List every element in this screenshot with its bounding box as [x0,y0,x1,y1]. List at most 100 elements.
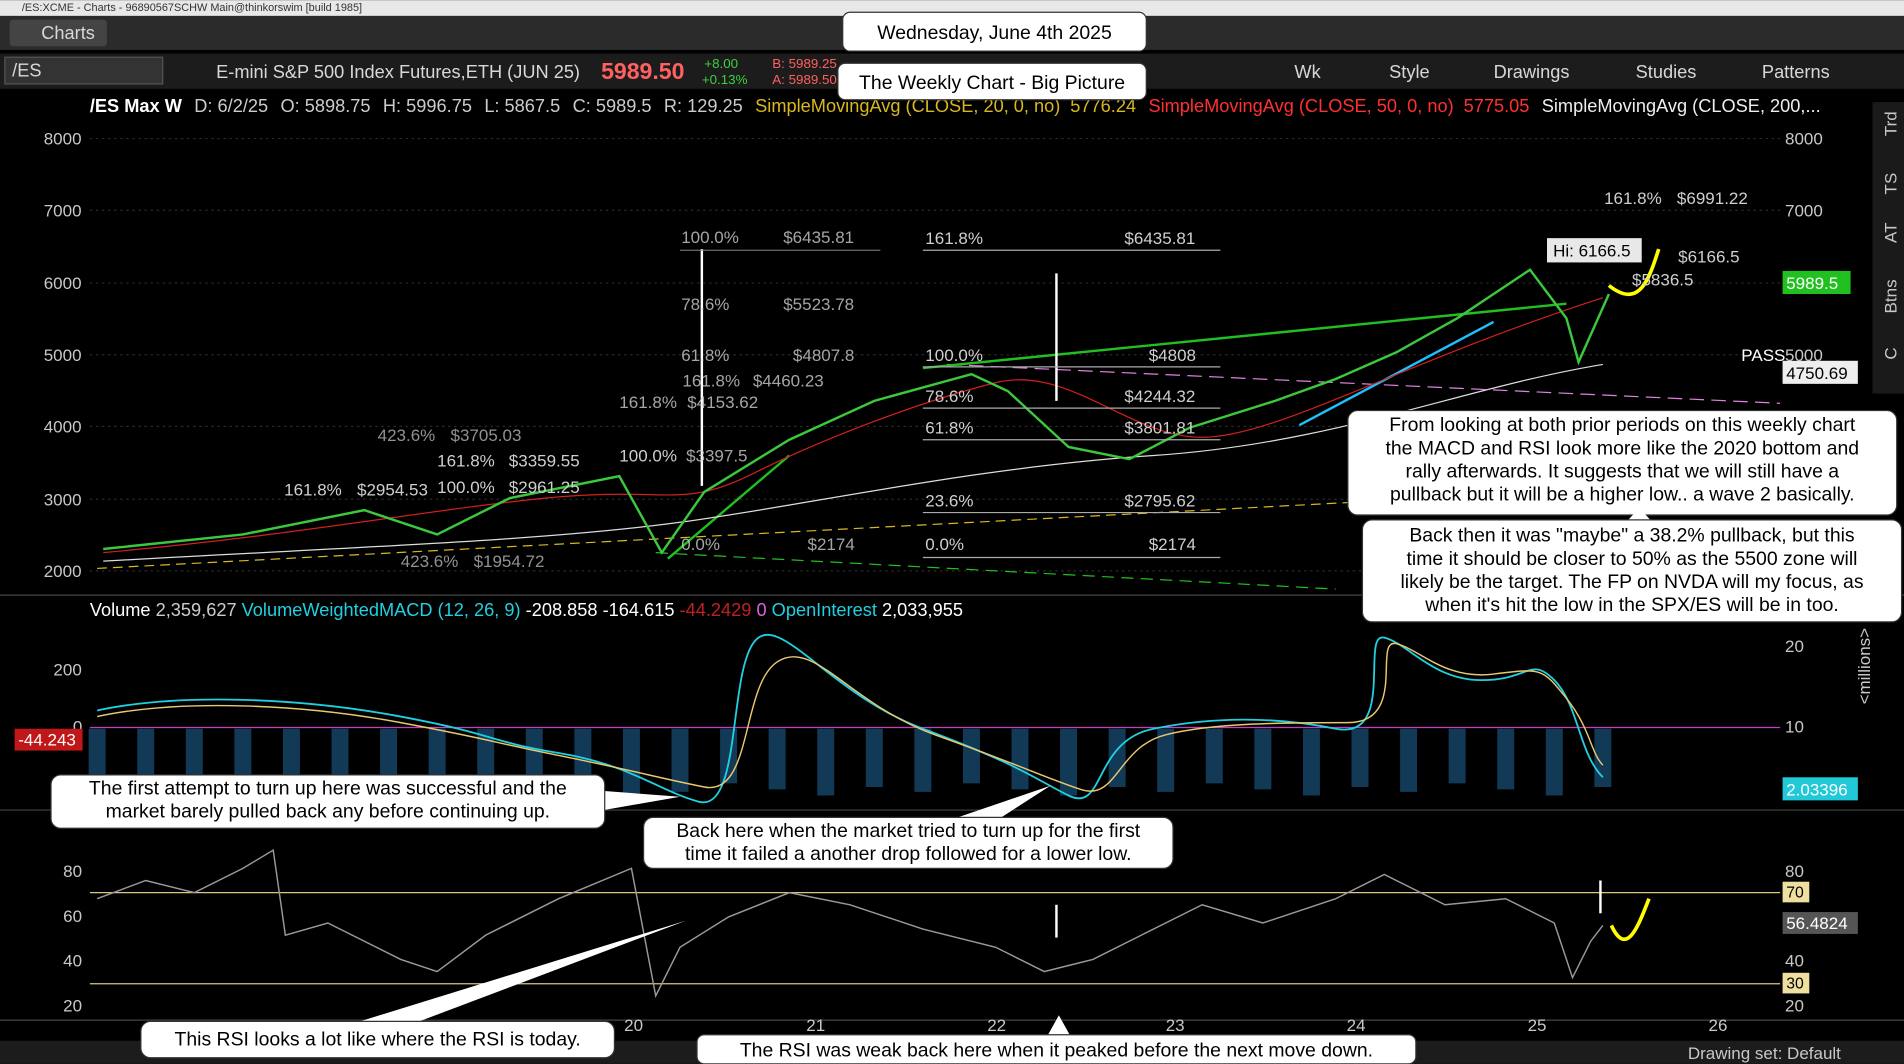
fib-price: $2954.53 [357,481,428,500]
x-axis-label: 22 [987,1016,1006,1035]
svg-text:From looking at both prior per: From looking at both prior periods on th… [1386,414,1860,505]
svg-text:The first attempt to turn up h: The first attempt to turn up here was su… [89,777,567,822]
tab-label[interactable]: Charts [41,23,95,43]
fib-price: $2795.62 [1124,492,1195,511]
callout: Back here when the market tried to turn … [642,785,1174,869]
symbol[interactable]: /ES [12,61,41,81]
callout: The RSI was weak back here when it peake… [696,1015,1417,1064]
trendline [655,552,1336,590]
symbol-box[interactable] [4,56,164,85]
side-tab[interactable]: Btns [1882,279,1901,313]
fib-price: $2174 [808,535,855,554]
fib-price: $2961.25 [509,478,580,497]
toolbar-button[interactable]: Patterns [1762,62,1830,82]
rsi-tag [1782,912,1858,934]
macd-tag-label: -44.243 [18,731,76,750]
headline: Wednesday, June 4th 2025 [877,22,1112,44]
fib-level: 161.8% [284,481,342,500]
fib-level: 100.0% [437,478,495,497]
fib-left: 100.0% $6435.81 78.6% $5523.78 61.8% $4807.… [619,228,881,554]
macd-axis-label: 0 [73,717,82,736]
sma50-value: 5775.05 [1464,96,1530,116]
fib-price: $3801.81 [1124,419,1195,438]
trendline [1298,320,1495,427]
fib-level: 78.6% [681,295,729,314]
price-tag-label: 4750.69 [1786,364,1847,383]
headline: The Weekly Chart - Big Picture [859,72,1125,94]
fib-level: 78.6% [925,387,973,406]
oi-axis-label: 10 [1785,717,1804,736]
sma200: SimpleMovingAvg (CLOSE, 200,... [1542,96,1821,116]
side-tab[interactable]: TS [1882,173,1901,195]
fib-price: $6435.81 [1124,229,1195,248]
oi-value: 2,033,955 [882,600,963,620]
fib-level: 423.6% [401,552,459,571]
price-panel: 8000 7000 6000 5000 4000 3000 2000 8000 … [44,130,1858,590]
fib-price: $6435.81 [783,228,854,247]
trendline [667,454,791,560]
x-axis-label: 25 [1528,1016,1547,1035]
fib-level: 61.8% [681,346,729,365]
macd-axis-label: 200 [53,660,81,679]
macd-value: 0 [756,600,766,620]
side-tab[interactable]: C [1882,347,1901,359]
price-tag [1782,270,1851,294]
fib-level: 23.6% [925,492,973,511]
fib-small: 161.8% $2954.53 161.8% $3359.55 100.0% $296… [284,189,1748,571]
callout-line: rally afterwards. It suggests that we wi… [1405,460,1839,482]
oi-tag-label: 2.03396 [1786,781,1847,800]
fib-price: $4808 [1149,346,1196,365]
price-axis-label: 3000 [44,490,82,509]
rsi-tag-label: 70 [1786,885,1804,902]
rsi-tag-label: 30 [1786,976,1804,993]
fib-price: $4153.62 [687,393,758,412]
signal-line [96,642,1604,792]
rsi-axis-label: 80 [63,862,82,881]
high-label: Hi: 6166.5 [1553,241,1631,260]
fib-price: $4807.8 [793,346,854,365]
fib-center: 161.8% $6435.81 100.0% $4808 78.6% $4244.32… [922,229,1221,559]
fib-price: $3705.03 [451,426,522,445]
toolbar-button[interactable]: Style [1389,62,1429,82]
oi-unit: <millions> [1855,628,1874,705]
x-axis-label: 23 [1166,1016,1185,1035]
drawing-set[interactable]: Drawing set: Default [1688,1044,1841,1063]
callout-line: From looking at both prior periods on th… [1389,414,1856,436]
svg-text:Back then it was "maybe" a 38.: Back then it was "maybe" a 38.2% pullbac… [1400,525,1863,616]
x-axis-label: 21 [806,1016,825,1035]
ohlc: R: 129.25 [664,96,743,116]
fib-level: 0.0% [925,535,964,554]
side-tab[interactable]: Trd [1882,111,1901,136]
volume-value: 2,359,627 [156,600,237,620]
sma50: SimpleMovingAvg (CLOSE, 50, 0, no) [1148,96,1453,116]
price-axis-label: 4000 [44,417,82,436]
sma20-value: 5776.24 [1070,96,1136,116]
fib-price: $1954.72 [474,552,545,571]
tab[interactable] [9,19,107,47]
title-bar [0,0,1904,16]
callout-line: the MACD and RSI look more like the 2020… [1386,437,1860,459]
period[interactable]: Wk [1294,62,1321,82]
drawn-arrow [1609,898,1651,941]
last-price: 5989.50 [601,58,684,84]
fib-level: 100.0% [681,228,739,247]
toolbar-button[interactable]: Studies [1636,62,1697,82]
price-tag [1782,360,1858,384]
fib-price: $6166.5 [1678,247,1739,266]
price-axis-label: 7000 [44,201,82,220]
fib-level: 423.6% [378,426,436,445]
ask: A: 5989.50 [772,72,837,87]
rsi-tag [1782,972,1810,994]
description: E-mini S&P 500 Index Futures,ETH (JUN 25… [216,62,580,82]
fib-price: $5836.5 [1632,271,1693,290]
bid: B: 5989.25 [772,56,837,71]
ohlc: L: 5867.5 [484,96,560,116]
toolbar-button[interactable]: Drawings [1494,62,1570,82]
change-pct: +0.13% [702,72,748,87]
drawn-arrow [1607,248,1661,297]
x-axis-label: 26 [1709,1016,1728,1035]
rsi-tag-label: 56.4824 [1786,914,1847,933]
sma20: SimpleMovingAvg (CLOSE, 20, 0, no) [755,96,1060,116]
side-tab[interactable]: AT [1882,223,1901,243]
